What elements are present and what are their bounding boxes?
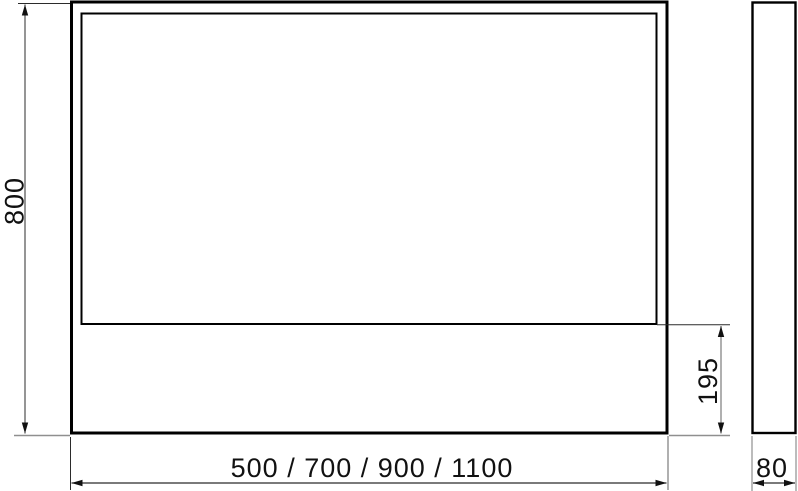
depth-dim-label: 80 — [756, 453, 788, 483]
front-view-inner-panel-outline — [80, 12, 658, 325]
height-dim-label: 800 — [0, 177, 30, 225]
width-dim-label: 500 / 700 / 900 / 1100 — [231, 453, 514, 483]
height-dimension: 800 — [0, 3, 70, 437]
side-view-outline — [751, 1, 797, 435]
width-dimension: 500 / 700 / 900 / 1100 — [70, 436, 669, 490]
front-view-outer-frame — [70, 0, 669, 435]
front-view — [70, 0, 669, 435]
lower-section-dimension: 195 — [657, 324, 730, 437]
lower-dim-label: 195 — [693, 357, 723, 405]
depth-dimension: 80 — [751, 436, 797, 491]
side-profile-view — [751, 1, 797, 435]
